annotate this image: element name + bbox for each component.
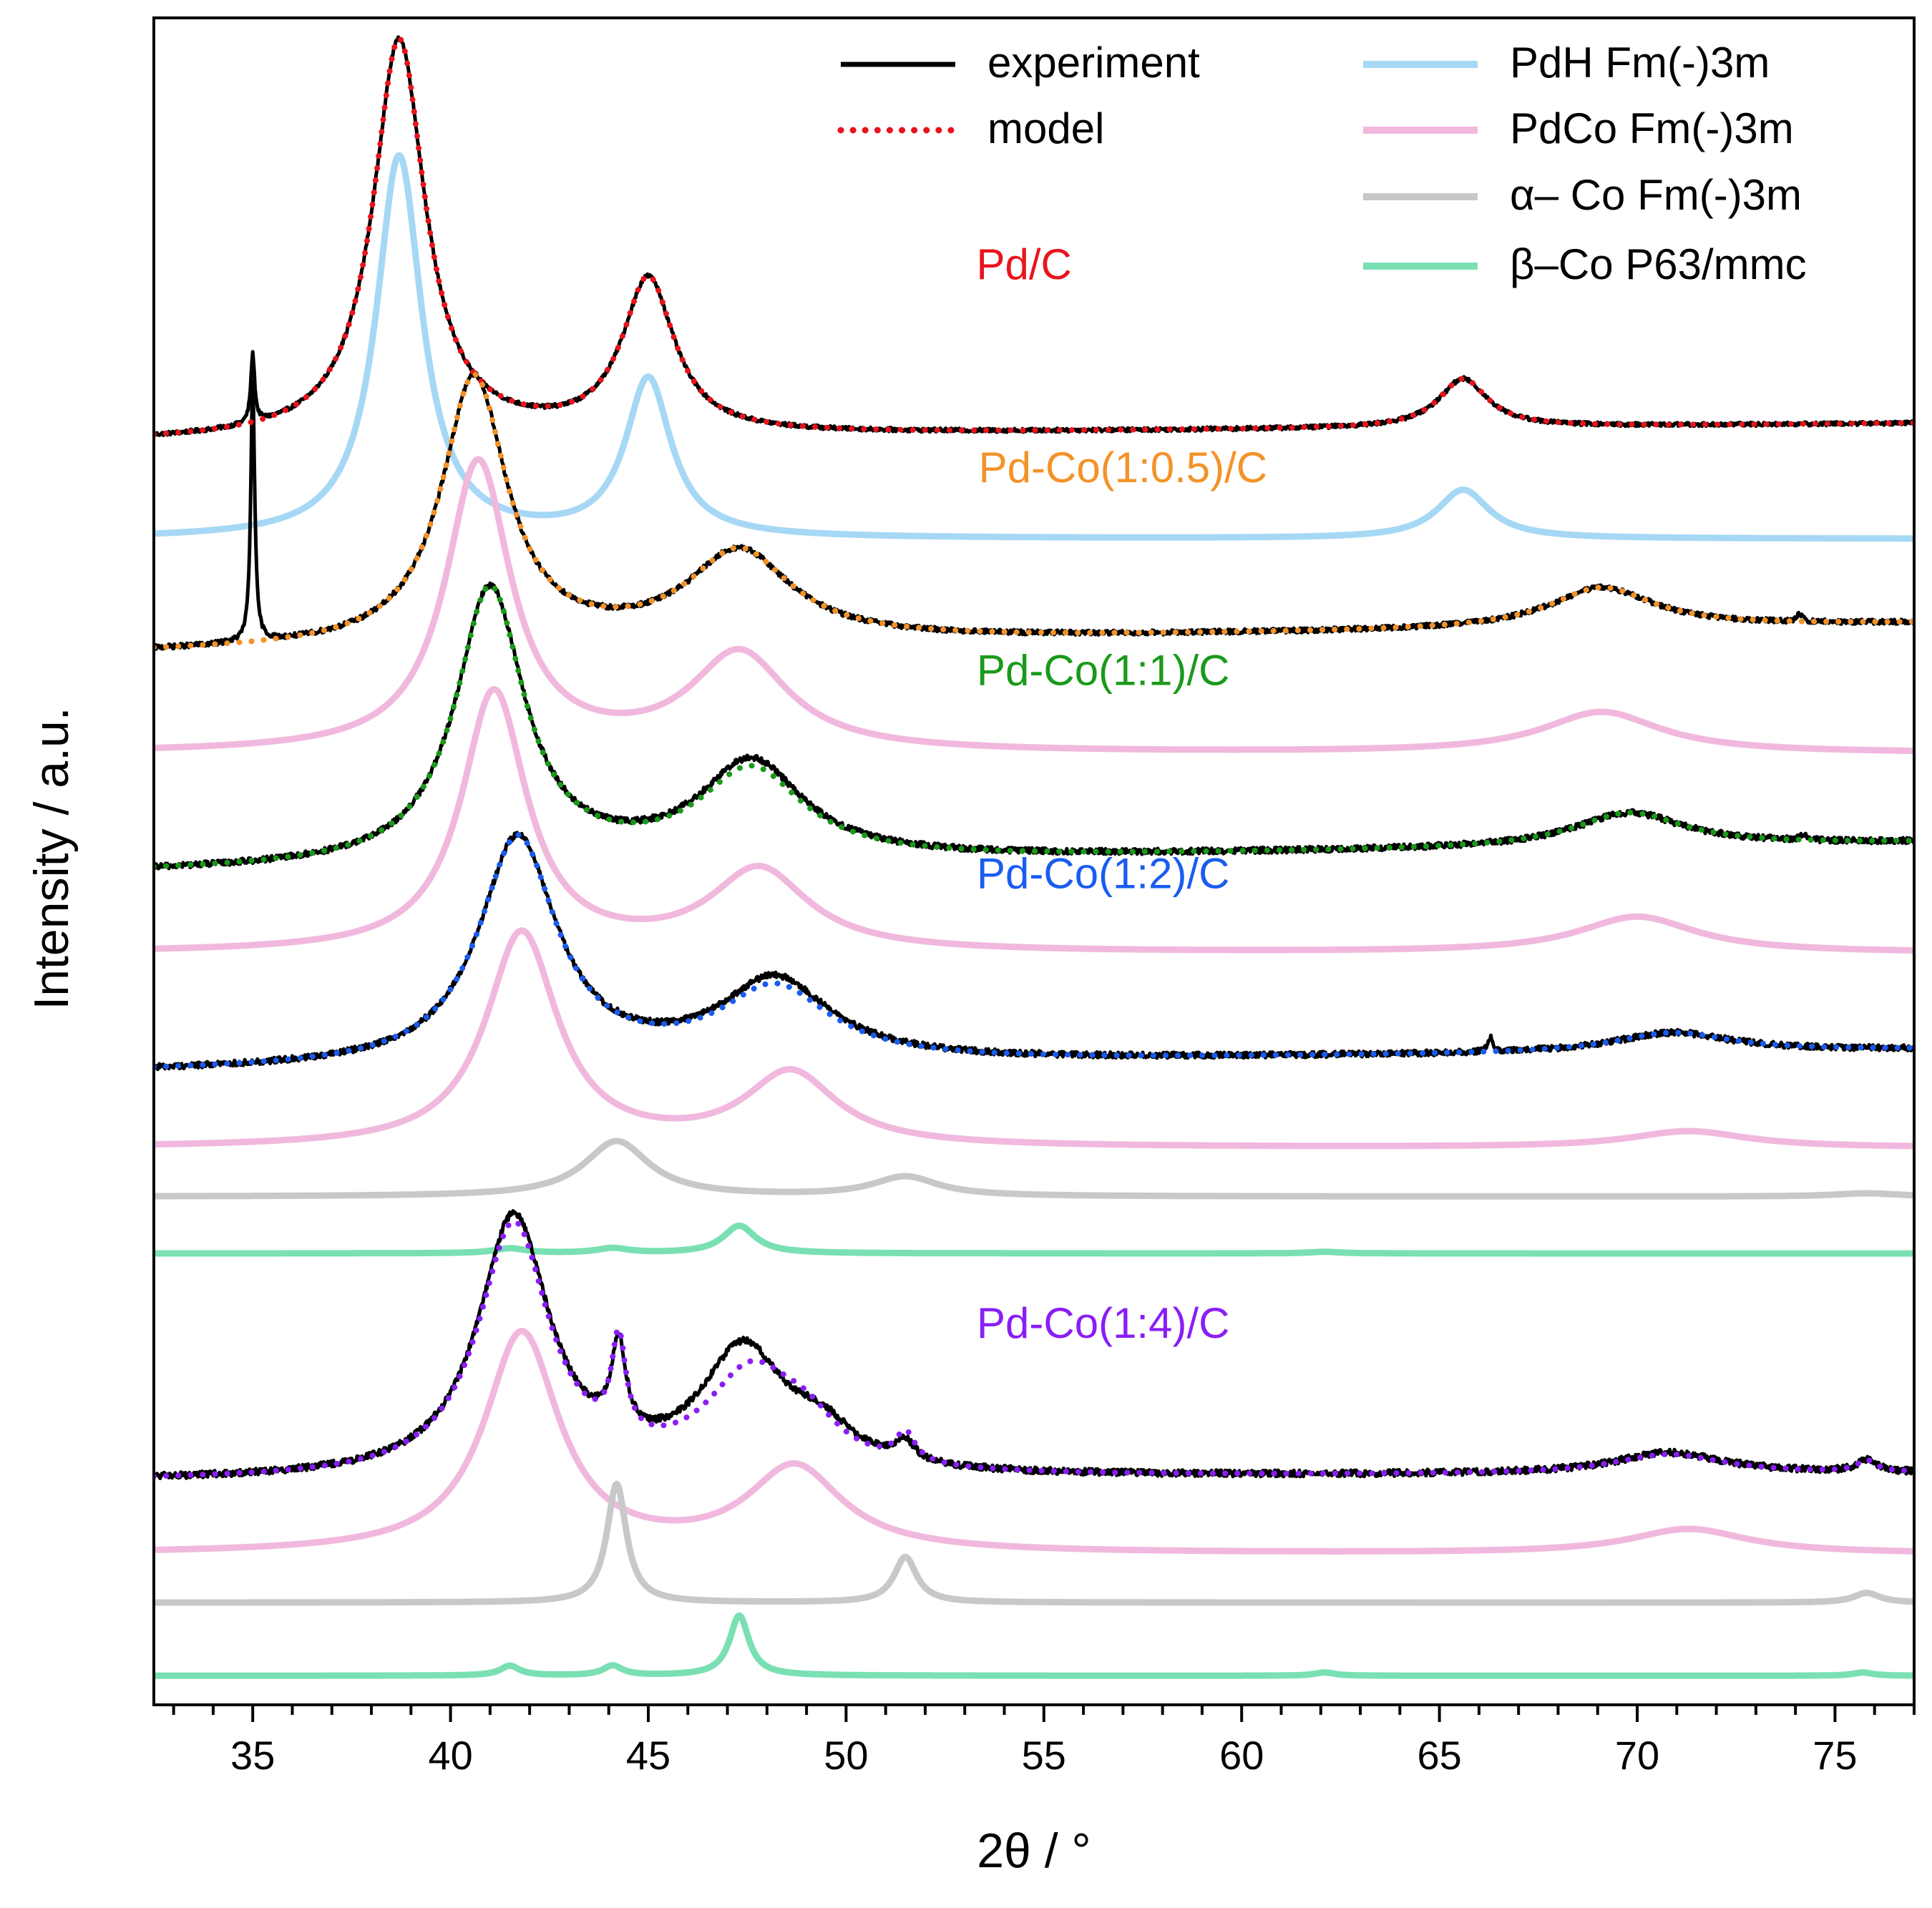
labels-layer: Pd/C Pd-Co(1:0.5)/C Pd-Co(1:1)/C Pd-Co(1:2)…: [976, 240, 1267, 1347]
sample-label: Pd-Co(1:1)/C: [977, 647, 1229, 695]
y-axis-title: Intensity / a.u.: [24, 707, 79, 1009]
series-pd-co-1-2-c-model: [154, 832, 1914, 1070]
series-pdco-1-1: [154, 685, 1914, 954]
sample-label: Pd-Co(1:2)/C: [977, 849, 1229, 897]
legend-label: experiment: [987, 39, 1200, 87]
x-axis-title: 2θ / °: [977, 1824, 1091, 1878]
series--co-1-2: [154, 1138, 1914, 1200]
x-tick-label: 35: [230, 1733, 275, 1778]
series--co-1-4: [154, 1612, 1914, 1679]
series-pd-co-1-2-c-experiment: [154, 831, 1914, 1072]
series-layer: [154, 35, 1914, 1679]
x-tick-label: 50: [824, 1733, 868, 1778]
legend-label: α– Co Fm(-)3m: [1510, 171, 1802, 219]
legend-label: PdCo Fm(-)3m: [1510, 104, 1794, 152]
series-pd-c-model: [154, 36, 1914, 438]
legend-label: model: [987, 104, 1104, 152]
sample-label: Pd/C: [976, 240, 1071, 288]
ticks-layer: 35 40 45 50 55 60 65 70 75: [172, 1705, 1916, 1778]
sample-label: Pd-Co(1:0.5)/C: [979, 444, 1267, 491]
series-pd-co-1-1-c-model: [154, 582, 1914, 870]
series-pd-co-1-4-c-model: [154, 1218, 1914, 1479]
series-pdco-1-2: [154, 927, 1914, 1150]
series-pd-co-1-0-5-c-model: [154, 371, 1914, 650]
x-tick-label: 65: [1417, 1733, 1461, 1778]
series-pdco-1-0-5: [154, 456, 1914, 754]
series--co-1-2: [154, 1222, 1914, 1257]
x-tick-label: 40: [428, 1733, 472, 1778]
legend-label: β–Co P63/mmc: [1510, 240, 1807, 288]
x-tick-label: 75: [1813, 1733, 1857, 1778]
legend: experiment model PdH Fm(-)3m PdCo Fm(-)3m α–…: [837, 39, 1807, 288]
x-tick-label: 70: [1615, 1733, 1659, 1778]
plot-frame: [152, 16, 1916, 1706]
x-tick-label: 60: [1219, 1733, 1264, 1778]
x-tick-label: 55: [1022, 1733, 1066, 1778]
legend-label: PdH Fm(-)3m: [1510, 39, 1770, 87]
sample-label: Pd-Co(1:4)/C: [977, 1299, 1229, 1347]
series--co-1-4: [154, 1480, 1914, 1606]
x-tick-label: 45: [626, 1733, 670, 1778]
series-pdco-1-4: [154, 1328, 1914, 1555]
series-pdh-fm-3m: [154, 152, 1914, 542]
